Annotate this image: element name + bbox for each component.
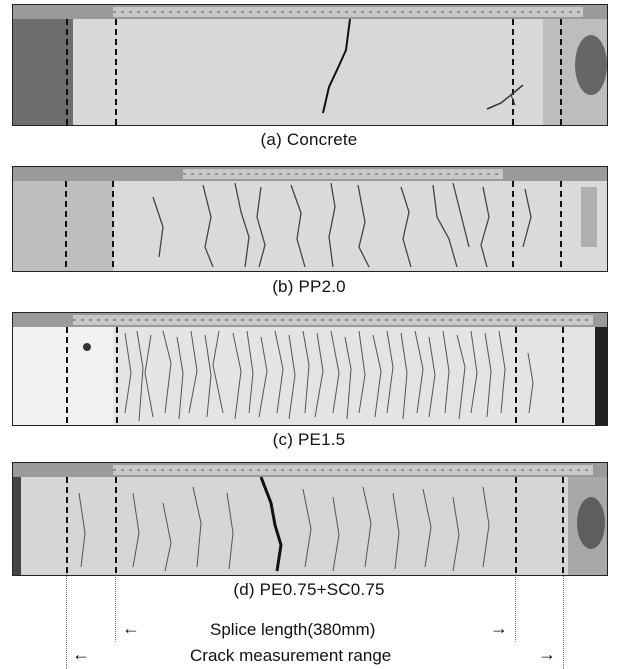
crack-range-left-arrow: ← [72,644,90,664]
crack-range-right-guide [563,574,564,669]
caption-pe075-sc075: (d) PE0.75+SC0.75 [233,580,385,599]
caption-concrete: (a) Concrete [260,130,358,149]
specimen-photo-concrete [12,4,608,126]
splice-right-guide [515,574,516,642]
specimen-pp2-drawing [13,167,607,271]
specimen-photo-pe075-sc075 [12,462,608,576]
crack-range-left-guide [66,574,67,669]
crack [322,18,351,114]
crack-range-label: Crack measurement range [190,646,392,665]
splice-left-guide [115,574,116,642]
crack [259,476,283,572]
specimen-photo-pe15 [12,312,608,426]
crack-pattern [124,330,534,422]
specimen-pe15-drawing [13,313,607,425]
specimen-photo-pp2 [12,166,608,272]
caption-pp2: (b) PP2.0 [272,277,346,296]
splice-left-arrow: ← [122,618,140,638]
splice-length-label: Splice length(380mm) [210,620,376,639]
crack-range-right-arrow: → [538,644,556,664]
splice-right-arrow: → [490,618,508,638]
crack-pattern [78,486,490,572]
specimen-pe075-sc075-drawing [13,463,607,575]
caption-pe15: (c) PE1.5 [272,430,346,449]
crack-pattern [152,182,532,268]
specimen-concrete-drawing [13,5,607,125]
